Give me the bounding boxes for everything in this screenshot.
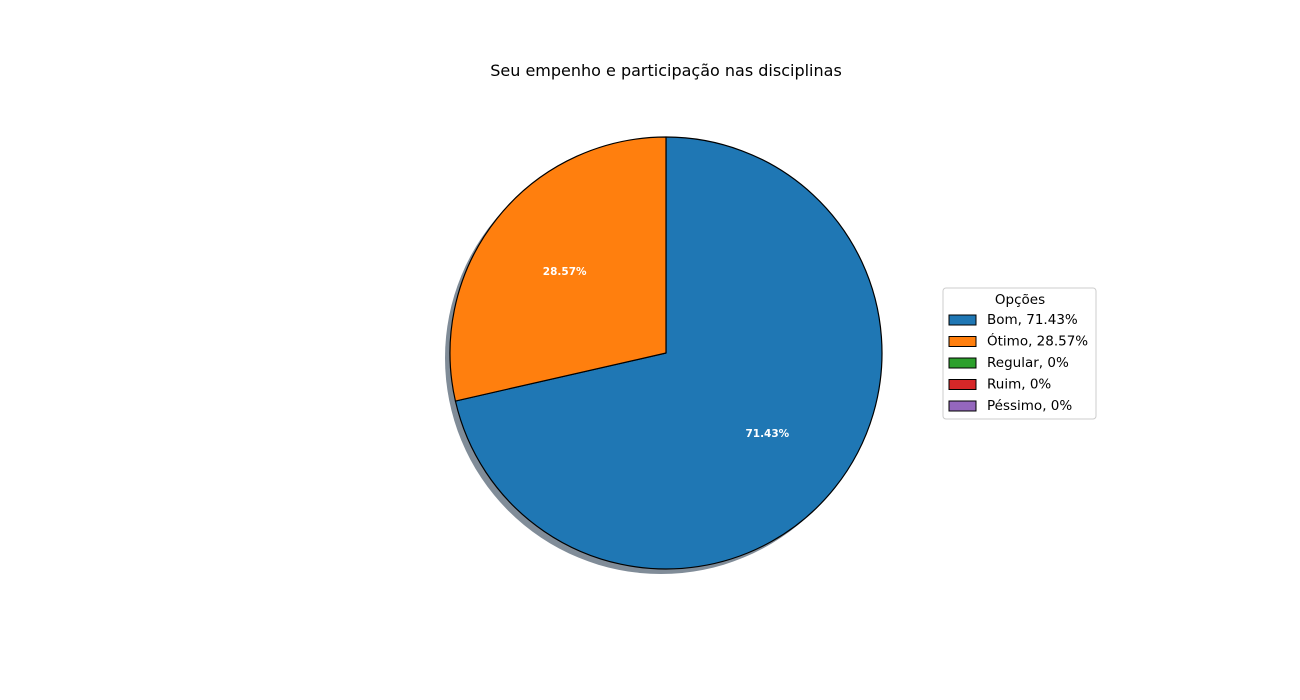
- pie-slice-labels: 71.43% 28.57%: [543, 266, 790, 440]
- legend-entries: Bom, 71.43% Ótimo, 28.57% Regular, 0% Ruim,…: [948, 312, 1088, 414]
- legend-frame: [942, 287, 1097, 420]
- legend-title: Opções: [995, 292, 1045, 308]
- chart-title: Seu empenho e participação nas disciplin…: [490, 61, 842, 80]
- legend-entry: Bom, 71.43%: [948, 312, 1078, 328]
- legend-swatch-pessimo: [948, 400, 977, 412]
- pie-slice-otimo: [449, 136, 667, 402]
- pie-slice-label-bom: 71.43%: [745, 428, 789, 440]
- legend-label-otimo: Ótimo, 28.57%: [987, 332, 1088, 350]
- legend-swatch-regular: [948, 357, 977, 369]
- pie-slice-bom: [454, 136, 883, 570]
- legend-label-bom: Bom, 71.43%: [987, 312, 1078, 328]
- pie-slice-label-otimo: 28.57%: [543, 266, 587, 278]
- legend-swatch-ruim: [948, 379, 977, 390]
- legend-label-ruim: Ruim, 0%: [987, 377, 1051, 393]
- legend-entry: Ruim, 0%: [948, 377, 1051, 393]
- legend-entry: Péssimo, 0%: [948, 398, 1072, 414]
- legend-label-regular: Regular, 0%: [987, 355, 1069, 371]
- legend-label-pessimo: Péssimo, 0%: [987, 398, 1072, 414]
- legend-swatch-bom: [948, 314, 977, 326]
- pie-slices: [449, 136, 883, 570]
- legend-entry: Ótimo, 28.57%: [948, 332, 1088, 350]
- legend: Opções Bom, 71.43% Ótimo, 28.57% Regular, …: [942, 287, 1097, 420]
- legend-entry: Regular, 0%: [948, 355, 1069, 371]
- legend-swatch-otimo: [948, 336, 977, 347]
